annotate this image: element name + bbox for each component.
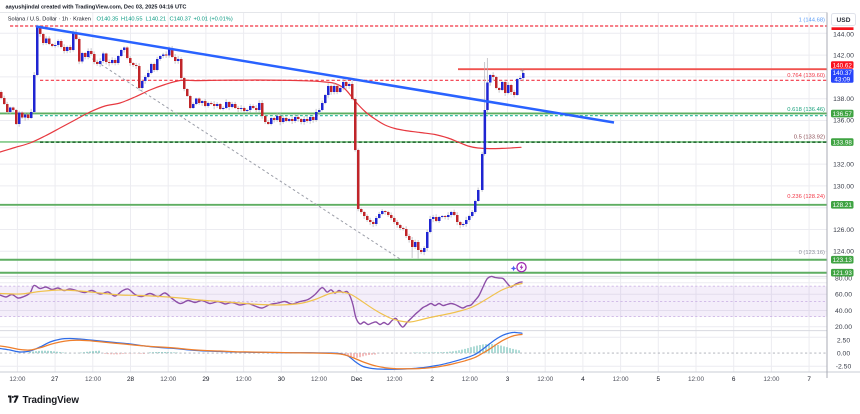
- svg-text:133.98: 133.98: [833, 139, 853, 146]
- svg-text:43:09: 43:09: [834, 77, 850, 84]
- svg-text:aayushjindal created with Trad: aayushjindal created with TradingView.co…: [6, 5, 187, 11]
- svg-text:12:00: 12:00: [763, 376, 779, 383]
- svg-text:Solana / U.S. Dollar · 1h · Kr: Solana / U.S. Dollar · 1h · Kraken: [8, 17, 91, 23]
- svg-text:L140.21: L140.21: [146, 17, 167, 23]
- svg-text:12:00: 12:00: [9, 376, 25, 383]
- svg-text:12:00: 12:00: [160, 376, 176, 383]
- svg-text:124.00: 124.00: [833, 249, 854, 256]
- svg-text:140.62: 140.62: [833, 62, 853, 69]
- svg-text:40.00: 40.00: [835, 308, 852, 315]
- svg-text:0.00: 0.00: [837, 351, 850, 358]
- svg-text:126.00: 126.00: [833, 227, 854, 234]
- svg-text:28: 28: [127, 376, 135, 383]
- svg-text:-2.50: -2.50: [836, 364, 852, 371]
- svg-text:7: 7: [807, 376, 811, 383]
- svg-text:TradingView: TradingView: [23, 395, 80, 406]
- svg-text:12:00: 12:00: [537, 376, 553, 383]
- svg-text:0.5 (133.92): 0.5 (133.92): [794, 135, 825, 141]
- svg-text:H140.55: H140.55: [121, 17, 143, 23]
- svg-text:0.764 (139.60): 0.764 (139.60): [787, 73, 825, 79]
- svg-text:12:00: 12:00: [462, 376, 478, 383]
- svg-text:0.618 (136.46): 0.618 (136.46): [787, 107, 825, 113]
- svg-text:O140.35: O140.35: [97, 17, 119, 23]
- svg-text:29: 29: [202, 376, 210, 383]
- svg-text:1 (144.68): 1 (144.68): [799, 18, 825, 24]
- svg-text:+0.01 (+0.01%): +0.01 (+0.01%): [194, 17, 233, 23]
- svg-text:30: 30: [278, 376, 286, 383]
- svg-text:6: 6: [732, 376, 736, 383]
- svg-text:C140.37: C140.37: [170, 17, 192, 23]
- svg-text:0.236 (128.24): 0.236 (128.24): [787, 194, 825, 200]
- svg-text:Dec: Dec: [351, 376, 363, 383]
- svg-text:3: 3: [506, 376, 510, 383]
- svg-text:12:00: 12:00: [688, 376, 704, 383]
- svg-text:132.00: 132.00: [833, 162, 854, 169]
- svg-text:123.13: 123.13: [833, 257, 853, 264]
- svg-text:60.00: 60.00: [835, 292, 852, 299]
- svg-text:4: 4: [581, 376, 585, 383]
- svg-text:12:00: 12:00: [386, 376, 402, 383]
- svg-text:130.00: 130.00: [833, 183, 854, 190]
- svg-text:140.37: 140.37: [833, 70, 853, 77]
- svg-text:20.00: 20.00: [835, 324, 852, 331]
- svg-text:USD: USD: [837, 17, 851, 24]
- svg-text:144.00: 144.00: [833, 32, 854, 39]
- svg-text:2.50: 2.50: [837, 338, 850, 345]
- svg-text:121.93: 121.93: [833, 270, 853, 277]
- svg-text:136.57: 136.57: [833, 111, 853, 118]
- svg-text:5: 5: [657, 376, 661, 383]
- svg-text:12:00: 12:00: [85, 376, 101, 383]
- svg-text:128.21: 128.21: [833, 202, 853, 209]
- svg-text:80.00: 80.00: [835, 276, 852, 283]
- svg-text:27: 27: [51, 376, 59, 383]
- svg-text:142.00: 142.00: [833, 53, 854, 60]
- svg-text:12:00: 12:00: [236, 376, 252, 383]
- svg-text:138.00: 138.00: [833, 96, 854, 103]
- svg-text:2: 2: [430, 376, 434, 383]
- svg-text:136.00: 136.00: [833, 118, 854, 125]
- svg-text:0 (123.16): 0 (123.16): [799, 250, 825, 256]
- svg-text:12:00: 12:00: [613, 376, 629, 383]
- svg-text:12:00: 12:00: [311, 376, 327, 383]
